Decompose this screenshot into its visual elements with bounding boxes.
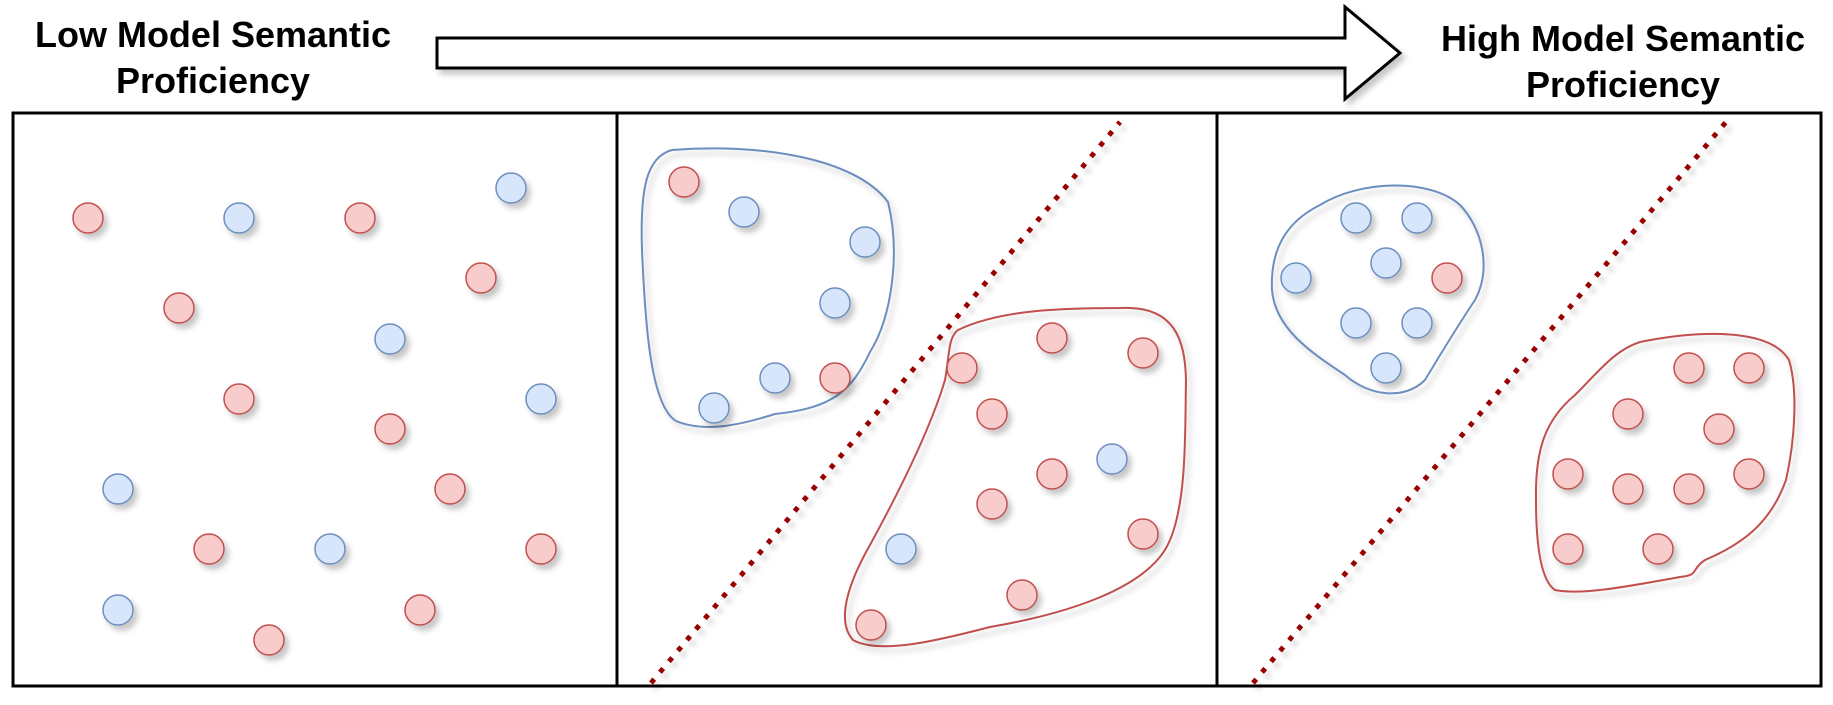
red-point [1642,533,1674,565]
blue-point [1401,307,1433,339]
low-proficiency-heading-line-2: Proficiency [115,60,311,101]
blue-point [1096,443,1128,475]
blue-point [223,202,255,234]
red-point [1552,458,1584,490]
blue-point [885,533,917,565]
panel-high-proficiency [1251,120,1796,685]
red-point [1127,337,1159,369]
red-point [1552,533,1584,565]
low-proficiency-heading-line-1: Low Model Semantic [34,14,392,55]
blue-point [1370,352,1402,384]
red-point [1127,518,1159,550]
red-cluster-outline [1534,332,1796,593]
red-point [1036,322,1068,354]
red-point [344,202,376,234]
red-point [819,362,851,394]
red-point [193,533,225,565]
blue-point [1401,202,1433,234]
red-point [404,594,436,626]
red-point [1612,398,1644,430]
blue-point [1280,262,1312,294]
red-point [434,473,466,505]
red-point [1612,473,1644,505]
red-point [374,413,406,445]
blue-point [1340,307,1372,339]
red-point [946,352,978,384]
panels-frame [11,111,1823,688]
red-point [1036,458,1068,490]
blue-point [1370,247,1402,279]
blue-point [495,172,527,204]
red-point [1733,458,1765,490]
red-point [1673,473,1705,505]
blue-point [849,226,881,258]
red-point [1733,352,1765,384]
red-point [976,398,1008,430]
red-point [668,166,700,198]
high-proficiency-heading: High Model Semantic Proficiency [1413,16,1833,108]
panel-low-proficiency [72,172,557,656]
progression-arrow [435,3,1403,103]
blue-point [102,594,134,626]
blue-point [102,473,134,505]
red-point [163,292,195,324]
red-point [72,202,104,234]
panel-1-points [72,172,557,656]
blue-cluster-outline [1270,184,1485,395]
panel-frame-outer [11,111,1823,688]
high-proficiency-heading-line-2: Proficiency [1525,64,1721,105]
panel-mid-proficiency [640,120,1188,685]
panel-3-points [1280,202,1765,565]
blue-point [819,287,851,319]
blue-point [698,392,730,424]
red-cluster-outline [844,306,1188,648]
red-point [855,609,887,641]
high-proficiency-heading-line-1: High Model Semantic [1440,18,1806,59]
red-point [223,383,255,415]
panel-2-points [668,166,1159,641]
decision-boundary [649,120,1122,685]
decision-boundary [1251,120,1728,685]
red-point [525,533,557,565]
blue-point [314,533,346,565]
red-point [1006,579,1038,611]
low-proficiency-heading: Low Model Semantic Proficiency [3,12,423,104]
red-point [1703,413,1735,445]
red-point [976,488,1008,520]
red-point [465,262,497,294]
blue-cluster-outline [640,147,895,428]
red-point [253,624,285,656]
red-point [1673,352,1705,384]
blue-point [525,383,557,415]
blue-point [374,323,406,355]
blue-point [728,196,760,228]
blue-point [1340,202,1372,234]
red-point [1431,262,1463,294]
blue-point [759,362,791,394]
